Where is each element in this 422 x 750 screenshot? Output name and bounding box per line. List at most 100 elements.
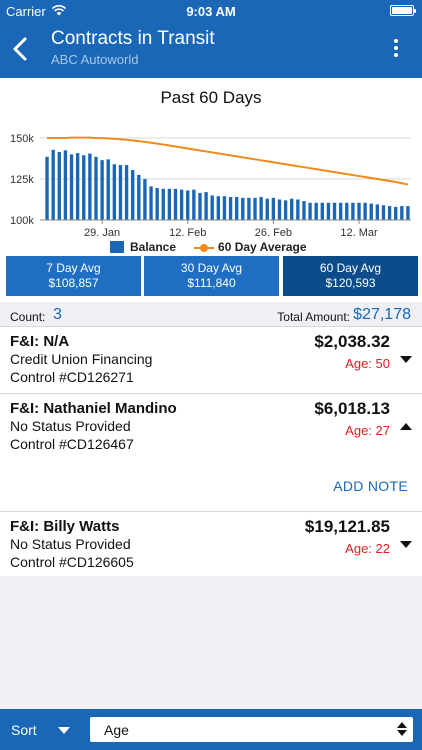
summary-row: Count: 3 Total Amount: $27,178 <box>0 302 422 326</box>
balance-bar <box>167 188 172 220</box>
sort-select[interactable]: Age <box>90 717 413 742</box>
balance-bar <box>265 198 269 220</box>
balance-bar <box>302 201 306 220</box>
status-bar: Carrier 9:03 AM <box>0 0 422 22</box>
balance-bar <box>332 202 337 220</box>
balance-bar <box>57 151 61 220</box>
contract-age: Age: 22 <box>345 541 390 556</box>
sort-direction-icon[interactable] <box>58 727 70 734</box>
tab-label: 7 Day Avg <box>46 261 101 275</box>
balance-bar <box>106 159 110 220</box>
balance-bar <box>137 174 141 220</box>
balance-bar <box>241 197 245 220</box>
contract-card[interactable]: F&I: Nathaniel Mandino No Status Provide… <box>0 393 422 511</box>
balance-bar <box>296 199 300 220</box>
control-number: Control #CD126605 <box>10 554 134 570</box>
fi-manager: F&I: Nathaniel Mandino <box>10 400 177 417</box>
contract-amount: $2,038.32 <box>314 332 390 351</box>
balance-bar <box>192 189 196 220</box>
balance-bar <box>406 206 410 220</box>
x-tick-label: 12. Mar <box>340 227 378 239</box>
control-number: Control #CD126271 <box>10 369 134 385</box>
fi-manager: F&I: Billy Watts <box>10 518 120 535</box>
tab-7-day-avg[interactable]: 7 Day Avg $108,857 <box>6 256 141 296</box>
contract-amount: $6,018.13 <box>314 399 390 418</box>
tab-label: 30 Day Avg <box>180 261 243 275</box>
average-line <box>47 136 409 186</box>
balance-bar <box>259 197 263 220</box>
sort-select-value: Age <box>104 722 129 738</box>
balance-bar <box>82 155 86 220</box>
add-note-button[interactable]: ADD NOTE <box>333 478 408 494</box>
contract-age: Age: 50 <box>345 356 390 371</box>
total-amount-value: $27,178 <box>353 306 411 323</box>
select-arrows-icon <box>397 721 407 738</box>
balance-bar <box>100 160 104 220</box>
balance-bar <box>228 197 233 220</box>
tab-30-day-avg[interactable]: 30 Day Avg $111,840 <box>144 256 279 296</box>
balance-bar <box>345 202 349 220</box>
battery-icon <box>390 5 416 16</box>
balance-bar <box>75 153 80 220</box>
balance-bar <box>222 196 227 220</box>
balance-bar <box>283 200 288 220</box>
balance-bar <box>112 164 117 220</box>
balance-bar <box>351 202 355 220</box>
legend-balance-swatch <box>110 241 124 253</box>
tab-value: $111,840 <box>187 276 236 290</box>
count-value: 3 <box>53 306 62 323</box>
chevron-down-icon[interactable] <box>400 541 412 548</box>
balance-bar <box>234 197 239 220</box>
balance-bar <box>143 179 147 220</box>
chevron-up-icon[interactable] <box>400 423 412 430</box>
balance-bar <box>277 199 282 220</box>
balance-bar <box>357 202 361 220</box>
balance-bar <box>198 192 202 220</box>
total-amount-label: Total Amount: <box>277 310 350 324</box>
y-tick-label: 100k <box>10 215 34 227</box>
balance-bar <box>381 205 386 220</box>
balance-bar <box>63 150 68 220</box>
legend-balance-label: Balance <box>130 240 177 254</box>
balance-bar <box>320 202 324 220</box>
balance-bar <box>387 206 392 220</box>
balance-bar <box>69 154 74 220</box>
chevron-down-icon[interactable] <box>400 356 412 363</box>
balance-bar <box>326 202 331 220</box>
contract-status: No Status Provided <box>10 418 131 434</box>
balance-bar <box>88 153 92 220</box>
control-number: Control #CD126467 <box>10 436 134 452</box>
balance-bar <box>271 197 276 220</box>
balance-bar <box>204 192 208 220</box>
dealer-subtitle: ABC Autoworld <box>51 52 139 67</box>
y-tick-label: 150k <box>10 133 34 145</box>
balance-bar <box>94 156 98 220</box>
balance-bar <box>149 186 153 220</box>
more-vertical-icon[interactable] <box>390 36 402 62</box>
balance-bar <box>247 197 251 220</box>
contract-card[interactable]: F&I: Billy Watts No Status Provided Cont… <box>0 511 422 576</box>
legend-average-swatch <box>194 241 215 253</box>
balance-bar <box>118 165 123 220</box>
balance-bar <box>131 169 135 220</box>
tab-60-day-avg[interactable]: 60 Day Avg $120,593 <box>283 256 418 296</box>
tab-value: $120,593 <box>325 276 376 290</box>
nav-bar: Contracts in Transit ABC Autoworld <box>0 22 422 78</box>
clock: 9:03 AM <box>186 4 236 19</box>
balance-bar <box>173 188 178 220</box>
balance-chart: 150k 125k 100k 29. Jan 12. Feb 26. Feb 12. Mar <box>10 133 411 239</box>
chart-title: Past 60 Days <box>160 88 262 107</box>
contract-age: Age: 27 <box>345 423 390 438</box>
balance-bar <box>394 206 398 220</box>
balance-bar <box>369 203 373 220</box>
balance-bar <box>51 149 55 220</box>
balance-bar <box>161 188 165 220</box>
balance-bar <box>308 202 312 220</box>
chevron-left-icon[interactable] <box>8 34 34 64</box>
sort-label: Sort <box>11 722 37 738</box>
contract-status: No Status Provided <box>10 536 131 552</box>
x-tick-label: 12. Feb <box>169 227 206 239</box>
contract-card[interactable]: F&I: N/A Credit Union Financing Control … <box>0 326 422 393</box>
fi-manager: F&I: N/A <box>10 333 70 350</box>
sort-toolbar: Sort Age <box>0 709 422 750</box>
